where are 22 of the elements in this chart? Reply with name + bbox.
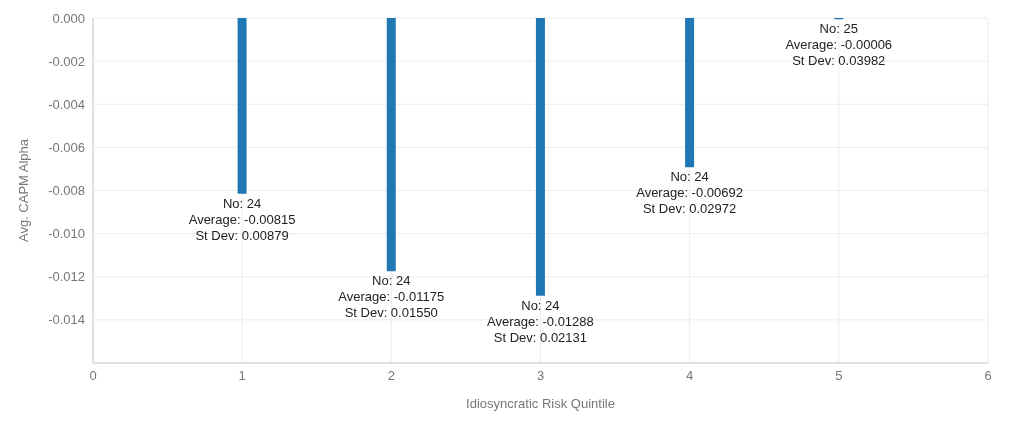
data-label: No: 24 Average: -0.01175 St Dev: 0.01550 [338, 273, 445, 321]
x-tick-label: 0 [89, 368, 97, 384]
x-tick-label: 3 [536, 368, 545, 384]
y-tick-label: -0.008 [48, 183, 85, 199]
data-label: No: 25 Average: -0.00006 St Dev: 0.03982 [785, 21, 893, 69]
y-tick-label: -0.006 [48, 139, 85, 155]
y-tick-label: 0.000 [52, 10, 85, 26]
y-tick-label: -0.002 [48, 53, 85, 69]
data-label: No: 24 Average: -0.01288 St Dev: 0.02131 [487, 297, 594, 345]
x-tick-label: 5 [835, 368, 843, 384]
x-tick-label: 2 [387, 368, 395, 384]
data-label: No: 24 Average: -0.00815 St Dev: 0.00879 [188, 195, 296, 243]
y-axis-title: Avg. CAPM Alpha [15, 138, 31, 243]
y-tick-label: -0.014 [48, 312, 85, 328]
x-tick-label: 6 [984, 368, 992, 384]
y-tick-label: -0.010 [48, 226, 85, 242]
x-tick-label: 1 [238, 368, 246, 384]
x-axis-title: Idiosyncratic Risk Quintile [466, 396, 615, 411]
x-tick-label: 4 [686, 368, 694, 384]
y-tick-label: -0.004 [48, 96, 85, 112]
data-label: No: 24 Average: -0.00692 St Dev: 0.02972 [636, 169, 743, 217]
y-tick-label: -0.012 [48, 269, 85, 285]
